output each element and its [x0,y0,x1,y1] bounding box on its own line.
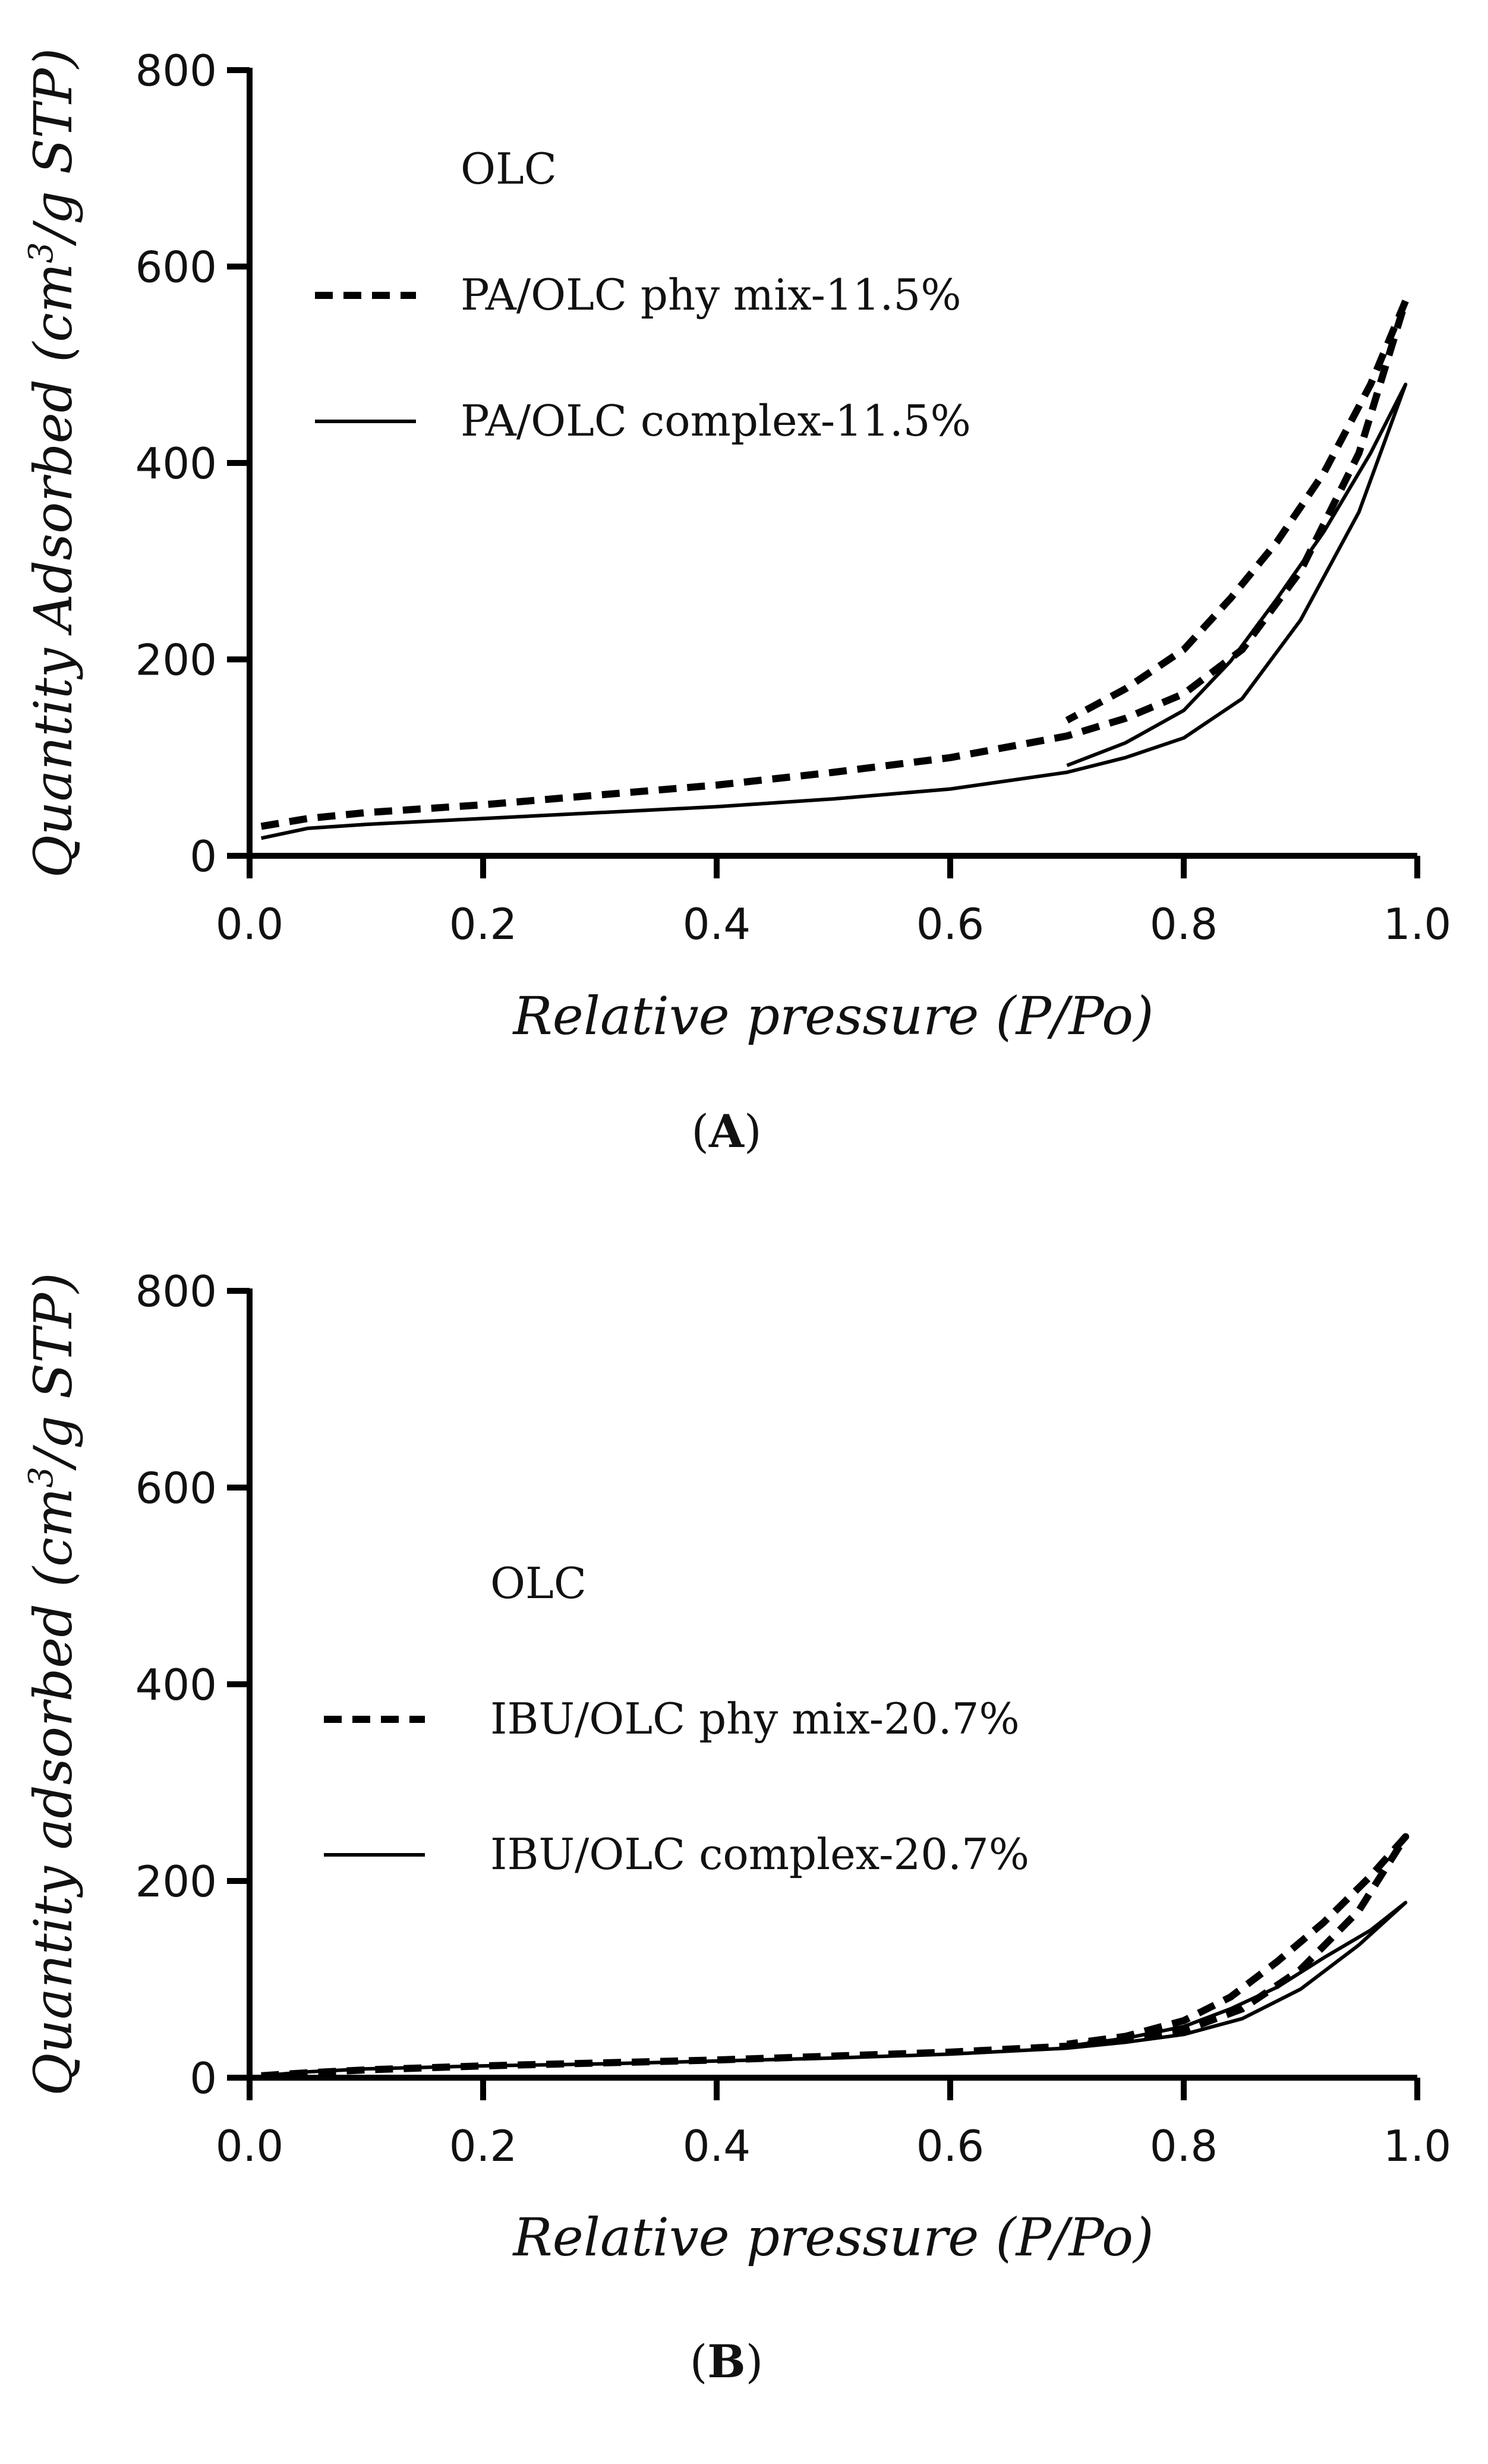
x-tick-label: 0.8 [1150,899,1218,949]
x-tick-label: 0.0 [216,2121,284,2171]
chart-panel-a: 0 200 400 600 800 0.0 0.2 0.4 0.6 0.8 1.0 Relative … [22,46,1451,1158]
legend-label: IBU/OLC phy mix-20.7% [490,1694,1020,1744]
legend-label: PA/OLC phy mix-11.5% [461,270,961,320]
x-tick-label: 0.4 [683,899,751,949]
x-tick-label: 0.6 [916,899,985,949]
y-axis-label: Quantity adsorbed (cm3/g STP) [22,1272,84,2096]
y-tick-label: 200 [135,1857,217,1907]
series-line-dashed [260,297,1410,830]
x-tick-label: 0.8 [1150,2121,1218,2171]
legend-label: PA/OLC complex-11.5% [461,396,971,446]
x-tick-label: 0.0 [216,899,284,949]
legend-label: IBU/OLC complex-20.7% [490,1829,1029,1879]
series-line-solid [260,382,1408,840]
x-axis-label: Relative pressure (P/Po) [512,985,1154,1047]
x-tick-label: 1.0 [1383,2121,1452,2171]
legend-label: OLC [490,1558,587,1608]
panel-label: (B) [690,2335,764,2388]
y-tick-label: 400 [135,439,217,489]
x-tick-label: 1.0 [1383,899,1452,949]
legend-label: OLC [461,144,557,194]
y-axis-label: Quantity Adsorbed (cm3/g STP) [22,48,84,878]
y-tick-label: 200 [135,635,217,685]
series-line-solid [261,1901,1408,2078]
x-tick-label: 0.4 [683,2121,751,2171]
y-tick-label: 600 [135,1463,217,1513]
x-tick-label: 0.2 [449,899,518,949]
x-tick-label: 0.6 [916,2121,985,2171]
y-tick-label: 600 [135,242,217,292]
y-tick-label: 0 [190,831,217,881]
x-tick-label: 0.2 [449,2121,518,2171]
panel-label: (A) [691,1105,761,1158]
y-tick-label: 400 [135,1660,217,1710]
x-axis-label: Relative pressure (P/Po) [512,2207,1154,2268]
series-line-dotted [260,1302,1409,2037]
y-tick-label: 800 [135,46,217,96]
y-tick-label: 800 [135,1266,217,1316]
y-tick-label: 0 [190,2053,217,2103]
chart-panel-b: 0 200 400 600 800 0.0 0.2 0.4 0.6 0.8 1.0 Relative … [22,1266,1451,2388]
series-line-dashed [261,1833,1410,2079]
